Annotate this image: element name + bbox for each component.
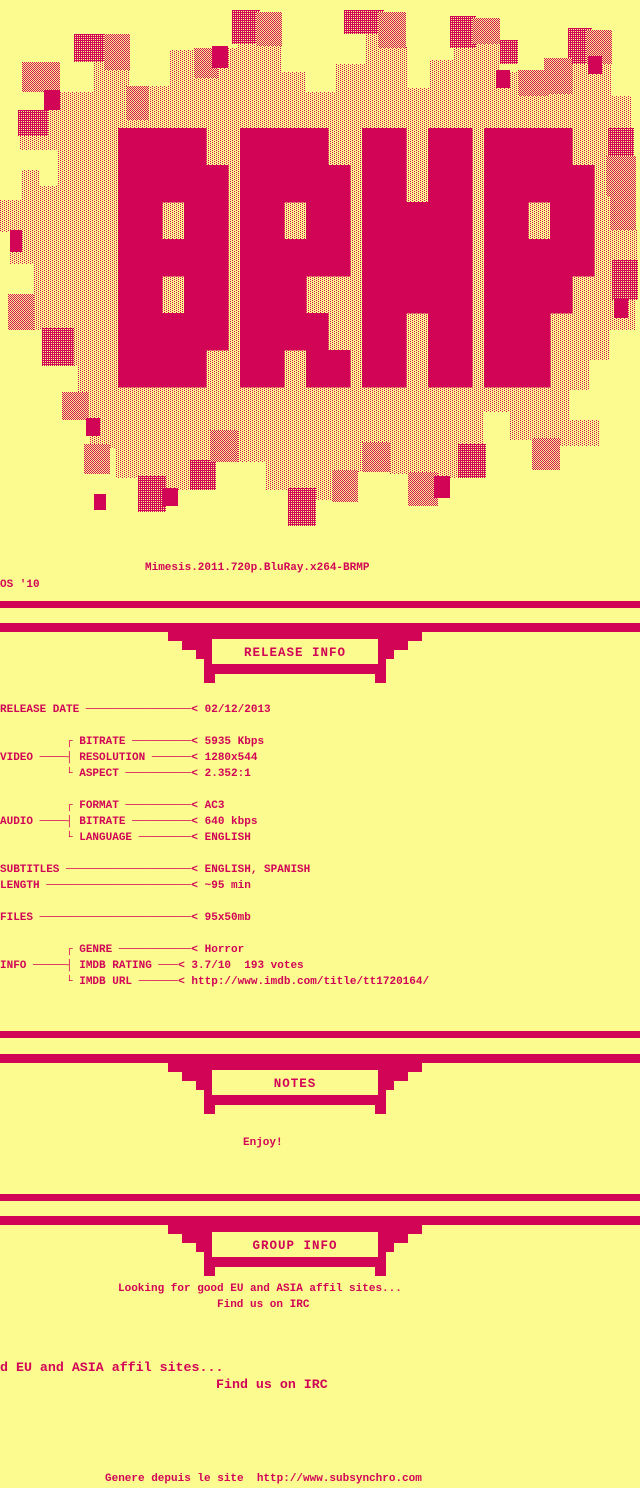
logo-splatter-blocks <box>8 10 638 526</box>
section-divider-bar <box>0 601 640 608</box>
corner-note: OS '10 <box>0 579 40 591</box>
group-info-line-2: Find us on IRC <box>217 1299 310 1311</box>
group-info-stray-line-1: d EU and ASIA affil sites... <box>0 1360 224 1375</box>
logo-word-letters <box>118 128 595 388</box>
banner-label-box <box>212 1070 378 1095</box>
section-divider-bar <box>0 1031 640 1038</box>
section-banner-release-info: RELEASE INFO <box>0 623 640 683</box>
release-info-block: RELEASE DATE ────────────────< 02/12/201… <box>0 704 430 988</box>
brmp-logo <box>0 10 638 526</box>
section-divider-bar <box>0 1194 640 1201</box>
banner-title: RELEASE INFO <box>244 646 346 660</box>
banner-label-box <box>212 1232 378 1257</box>
banner-title: GROUP INFO <box>252 1239 337 1253</box>
group-info-stray-line-2: Find us on IRC <box>216 1377 328 1392</box>
banner-label-box <box>212 639 378 664</box>
banner-title: NOTES <box>274 1077 317 1091</box>
footer-credit: Genere depuis le site http://www.subsync… <box>105 1473 422 1485</box>
release-name: Mimesis.2011.720p.BluRay.x264-BRMP <box>145 562 370 574</box>
section-banner-notes: NOTES <box>0 1054 640 1114</box>
section-banner-group-info: GROUP INFO <box>0 1216 640 1276</box>
group-info-line-1: Looking for good EU and ASIA affil sites… <box>118 1283 402 1295</box>
notes-body: Enjoy! <box>243 1137 283 1149</box>
